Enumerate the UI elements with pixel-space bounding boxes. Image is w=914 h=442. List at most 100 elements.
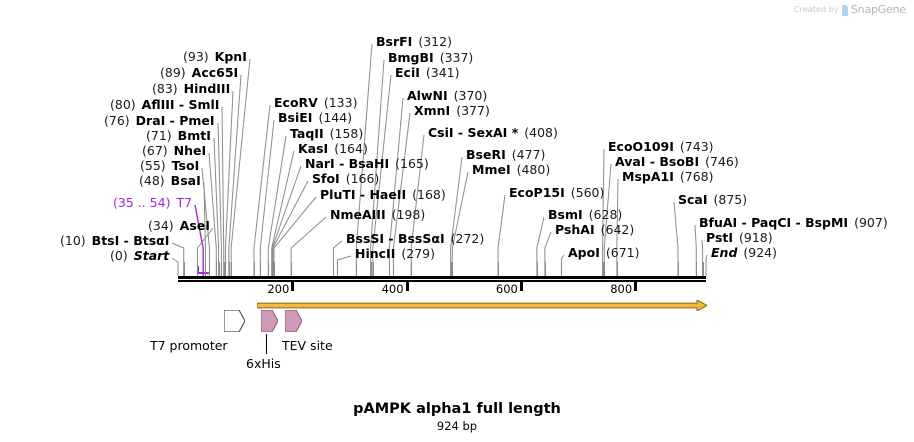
enzyme-name: PluTI (320, 187, 356, 202)
enzyme-position: (628) (588, 207, 623, 222)
enzyme-label-start[interactable]: (0) Start (110, 249, 169, 262)
cut-site-tick-tsoi (209, 262, 211, 276)
enzyme-label-nhei[interactable]: (67) NheI (142, 144, 206, 157)
cut-site-tick-ecorv (254, 262, 255, 276)
ruler-tick (405, 282, 409, 291)
enzyme-label-kasi[interactable]: KasI (164) (298, 142, 368, 155)
enzyme-label-nari[interactable]: NarI - BsaHI (165) (305, 157, 429, 170)
enzyme-label-taqii[interactable]: TaqII (158) (290, 127, 363, 140)
enzyme-label-bmti[interactable]: (71) BmtI (146, 129, 211, 142)
enzyme-name-separator: - (119, 233, 134, 248)
enzyme-name: PmeI (179, 113, 215, 128)
feature-arrow-shape (261, 310, 278, 332)
enzyme-name: CsiI (428, 125, 454, 140)
enzyme-label-bseri[interactable]: BseRI (477) (466, 148, 545, 161)
cut-site-tick-avai (604, 262, 606, 276)
enzyme-label-avai[interactable]: AvaI - BsoBI (746) (615, 155, 739, 168)
enzyme-name: TsoI (171, 158, 200, 173)
cut-site-tick-afliii (223, 262, 225, 276)
feature-t7-promoter[interactable] (224, 310, 245, 332)
enzyme-label-ecoo109i[interactable]: EcoO109I (743) (608, 140, 714, 153)
enzyme-label-pshai[interactable]: PshAI (642) (555, 223, 634, 236)
enzyme-position: (875) (713, 192, 748, 207)
enzyme-name-separator: - (174, 97, 189, 112)
enzyme-name: PshAI (555, 222, 595, 237)
cut-site-tick-nhei (216, 262, 218, 276)
feature-arrow-shape (224, 310, 245, 332)
enzyme-position: (93) (183, 49, 209, 64)
enzyme-name: HindIII (183, 81, 231, 96)
cut-site-tick-bsssi (333, 262, 335, 276)
enzyme-label-bsrfi[interactable]: BsrFI (312) (376, 35, 452, 48)
orf-arrow[interactable] (257, 300, 707, 311)
feature-6xhis[interactable] (261, 310, 278, 332)
enzyme-label-kpni[interactable]: (93) KpnI (183, 50, 247, 63)
enzyme-label-bfuai[interactable]: BfuAI - PaqCI - BspMI (907) (699, 216, 888, 229)
enzyme-label-scai[interactable]: ScaI (875) (678, 193, 747, 206)
enzyme-label-acc65i[interactable]: (89) Acc65I (160, 66, 238, 79)
enzyme-position: (34) (148, 218, 174, 233)
enzyme-label-t7[interactable]: (35 .. 54) T7 (113, 196, 192, 209)
enzyme-label-btsi[interactable]: (10) BtsI - BtsαI (60, 234, 169, 247)
feature-tev-site[interactable] (285, 310, 302, 332)
enzyme-label-sfoi[interactable]: SfoI (166) (312, 172, 379, 185)
enzyme-label-bsmi[interactable]: BsmI (628) (548, 208, 622, 221)
enzyme-label-asei[interactable]: (34) AseI (148, 219, 210, 232)
enzyme-label-csii[interactable]: CsiI - SexAI * (408) (428, 126, 558, 139)
enzyme-label-bsiei[interactable]: BsiEI (144) (278, 111, 352, 124)
enzyme-label-xmni[interactable]: XmnI (377) (414, 104, 490, 117)
enzyme-name: T7 (176, 195, 193, 210)
cut-site-tick-taqii (268, 262, 270, 276)
enzyme-name: BsmI (548, 207, 583, 222)
cut-site-tick-asei (197, 262, 199, 276)
enzyme-label-psti[interactable]: PstI (918) (706, 231, 773, 244)
enzyme-label-mmei[interactable]: MmeI (480) (472, 163, 550, 176)
enzyme-name: MmeI (472, 162, 511, 177)
cut-site-tick-sfoi (272, 262, 274, 276)
enzyme-position: (83) (152, 81, 178, 96)
enzyme-position: (341) (425, 65, 460, 80)
cut-site-tick-pshai (544, 262, 546, 276)
enzyme-position: (71) (146, 128, 172, 143)
enzyme-name-separator: - (737, 215, 752, 230)
feature-label-6xhis: 6xHis (246, 356, 281, 371)
enzyme-label-drai[interactable]: (76) DraI - PmeI (104, 114, 215, 127)
cut-site-tick-hindiii (225, 262, 227, 276)
enzyme-label-mspa1i[interactable]: MspA1I (768) (622, 170, 713, 183)
enzyme-name: KpnI (214, 49, 247, 64)
cut-site-tick-xmni (393, 262, 395, 276)
enzyme-name: EcoO109I (608, 139, 674, 154)
enzyme-name: HincII (355, 246, 396, 261)
enzyme-label-bsai[interactable]: (48) BsaI (139, 174, 201, 187)
enzyme-label-bsssi[interactable]: BssSI - BssSαI (272) (346, 232, 484, 245)
cut-site-tick-bsrfi (356, 262, 358, 276)
enzyme-name: HaeII (369, 187, 407, 202)
enzyme-label-nmeaiii[interactable]: NmeAIII (198) (330, 208, 425, 221)
enzyme-label-afliii[interactable]: (80) AflIII - SmlI (110, 98, 219, 111)
enzyme-label-hindiii[interactable]: (83) HindIII (152, 82, 230, 95)
cut-site-tick-bmgbi (370, 262, 372, 276)
enzyme-name: End (711, 245, 738, 260)
enzyme-label-bmgbi[interactable]: BmgBI (337) (388, 51, 473, 64)
enzyme-name: Start (133, 248, 170, 263)
enzyme-label-ecii[interactable]: EciI (341) (395, 66, 460, 79)
cut-site-tick-ecoo109i (602, 262, 604, 276)
enzyme-label-tsoi[interactable]: (55) TsoI (140, 159, 199, 172)
enzyme-position: (165) (395, 156, 429, 171)
enzyme-label-ecorv[interactable]: EcoRV (133) (274, 96, 357, 109)
enzyme-label-layer: (93) KpnI (89) Acc65I (83) HindIII (80) AflIII … (60, 35, 888, 262)
enzyme-label-pluti[interactable]: PluTI - HaeII (168) (320, 188, 446, 201)
ruler-tick (634, 282, 638, 291)
enzyme-label-end[interactable]: End (924) (711, 246, 777, 259)
enzyme-label-alwni[interactable]: AlwNI (370) (407, 89, 487, 102)
enzyme-label-hincii[interactable]: HincII (279) (355, 247, 435, 260)
enzyme-label-apoi[interactable]: ApoI (671) (568, 246, 640, 259)
ruler-tick-label: 800 (610, 282, 633, 296)
enzyme-name-separator: - (355, 187, 370, 202)
feature-connector-6xhis (266, 334, 267, 354)
enzyme-name: BmtI (177, 128, 211, 143)
enzyme-name: BfuAI (699, 215, 738, 230)
cut-site-tick-ecii (372, 262, 374, 276)
enzyme-label-ecop15i[interactable]: EcoP15I (560) (509, 186, 604, 199)
ruler-tick (291, 282, 295, 291)
